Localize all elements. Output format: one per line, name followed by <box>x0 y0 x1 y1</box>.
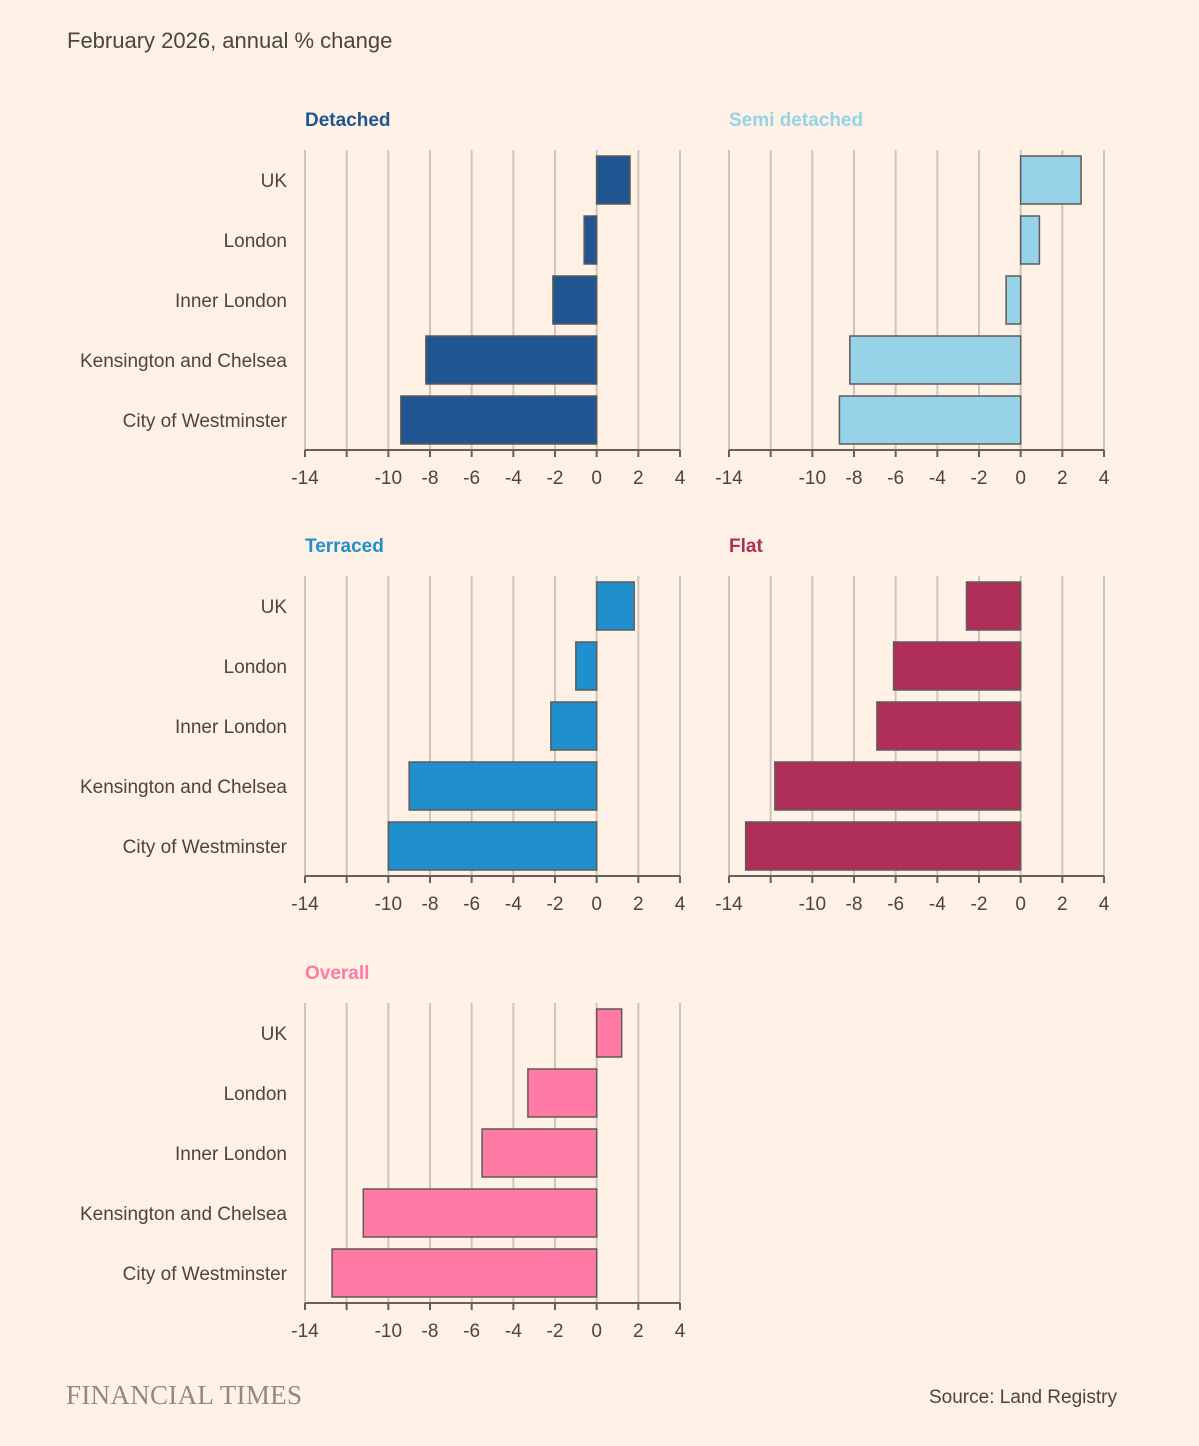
bar <box>1005 275 1022 325</box>
bar <box>550 701 598 751</box>
x-tick-label: -2 <box>547 1321 564 1342</box>
x-tick-label: 2 <box>633 468 644 489</box>
x-tick-label: 4 <box>1099 468 1110 489</box>
x-tick-label: 0 <box>591 894 602 915</box>
panel-title: Flat <box>729 536 763 557</box>
category-label: Kensington and Chelsea <box>80 351 287 372</box>
bar <box>481 1128 598 1178</box>
category-label: London <box>224 1084 287 1105</box>
bar <box>838 395 1022 445</box>
category-label: UK <box>261 597 288 618</box>
x-tick-label: -8 <box>846 894 863 915</box>
x-tick-label: -14 <box>715 894 743 915</box>
bar <box>965 581 1022 631</box>
x-tick-label: -2 <box>547 894 564 915</box>
x-tick-label: -6 <box>887 894 904 915</box>
category-label: UK <box>261 171 288 192</box>
bar <box>595 155 631 205</box>
x-tick-label: -6 <box>463 894 480 915</box>
x-tick-label: 2 <box>1057 894 1068 915</box>
x-tick-label: 0 <box>591 1321 602 1342</box>
x-tick-label: -6 <box>887 468 904 489</box>
category-label: City of Westminster <box>123 837 288 858</box>
x-tick-label: -6 <box>463 1321 480 1342</box>
panel-title: Semi detached <box>729 110 863 131</box>
ft-logo: FINANCIAL TIMES <box>66 1380 303 1410</box>
bar <box>595 1008 623 1058</box>
bar <box>400 395 598 445</box>
x-tick-label: -14 <box>291 1321 319 1342</box>
bar <box>1019 215 1041 265</box>
x-tick-label: 0 <box>591 468 602 489</box>
x-tick-label: 0 <box>1015 468 1026 489</box>
bar <box>892 641 1022 691</box>
bar <box>744 821 1022 871</box>
bar <box>595 581 635 631</box>
x-tick-label: -14 <box>715 468 743 489</box>
x-tick-label: 2 <box>1057 468 1068 489</box>
x-tick-label: -2 <box>971 468 988 489</box>
chart-subtitle: February 2026, annual % change <box>67 28 393 53</box>
bar <box>552 275 598 325</box>
x-tick-label: -6 <box>463 468 480 489</box>
category-label: Inner London <box>175 717 287 738</box>
category-label: London <box>224 657 287 678</box>
x-tick-label: -10 <box>375 468 402 489</box>
category-label: Kensington and Chelsea <box>80 1204 287 1225</box>
bar <box>331 1248 598 1298</box>
bar <box>876 701 1022 751</box>
x-tick-label: 4 <box>1099 894 1110 915</box>
x-tick-label: -8 <box>422 894 439 915</box>
bar <box>527 1068 598 1118</box>
bar <box>849 335 1022 385</box>
bar <box>425 335 598 385</box>
bar <box>774 761 1022 811</box>
x-tick-label: -8 <box>846 468 863 489</box>
x-tick-label: -10 <box>799 894 826 915</box>
x-tick-label: -10 <box>375 1321 402 1342</box>
x-tick-label: -4 <box>929 894 946 915</box>
bar <box>1019 155 1082 205</box>
bar <box>362 1188 598 1238</box>
source-note: Source: Land Registry <box>929 1387 1117 1408</box>
x-tick-label: -2 <box>971 894 988 915</box>
panel-title: Terraced <box>305 536 384 557</box>
x-tick-label: 4 <box>675 894 686 915</box>
x-tick-label: 2 <box>633 894 644 915</box>
x-tick-label: -4 <box>929 468 946 489</box>
x-tick-label: 4 <box>675 1321 686 1342</box>
bar <box>583 215 598 265</box>
category-label: Inner London <box>175 291 287 312</box>
x-tick-label: -2 <box>547 468 564 489</box>
bar <box>387 821 598 871</box>
x-tick-label: -14 <box>291 894 319 915</box>
panel-title: Detached <box>305 110 391 131</box>
x-tick-label: 4 <box>675 468 686 489</box>
x-tick-label: -8 <box>422 468 439 489</box>
x-tick-label: -4 <box>505 894 522 915</box>
x-tick-label: 2 <box>633 1321 644 1342</box>
x-tick-label: -14 <box>291 468 319 489</box>
x-tick-label: -10 <box>375 894 402 915</box>
x-tick-label: -10 <box>799 468 826 489</box>
category-label: Kensington and Chelsea <box>80 777 287 798</box>
category-label: Inner London <box>175 1144 287 1165</box>
panel-title: Overall <box>305 963 369 984</box>
bar <box>575 641 598 691</box>
category-label: UK <box>261 1024 288 1045</box>
x-tick-label: -4 <box>505 468 522 489</box>
x-tick-label: -8 <box>422 1321 439 1342</box>
x-tick-label: -4 <box>505 1321 522 1342</box>
x-tick-label: 0 <box>1015 894 1026 915</box>
category-label: City of Westminster <box>123 1264 288 1285</box>
category-label: City of Westminster <box>123 411 288 432</box>
bar <box>408 761 598 811</box>
category-label: London <box>224 231 287 252</box>
